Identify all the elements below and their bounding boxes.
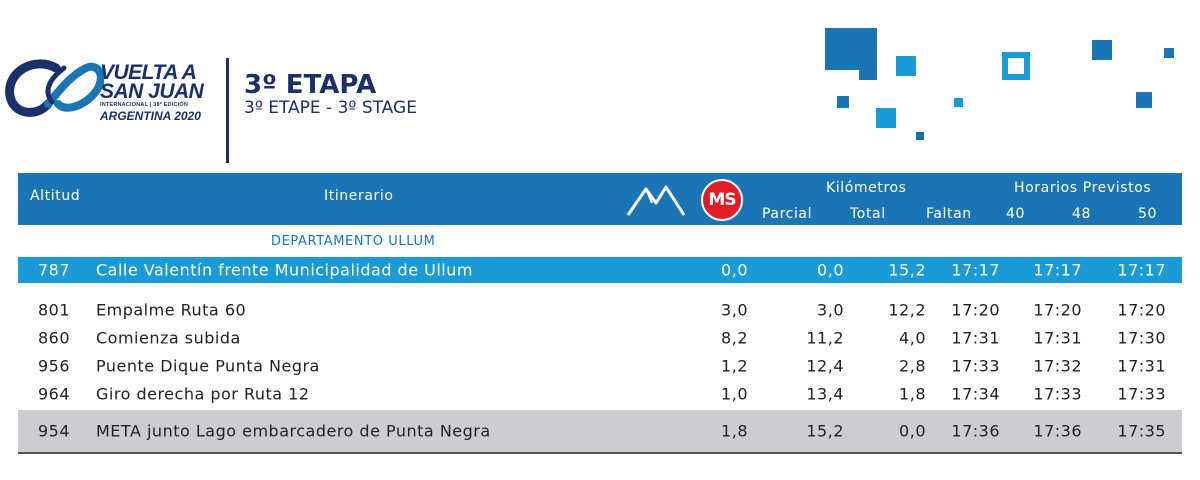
cell-remaining: 15,2 (888, 260, 926, 280)
cell-time-48: 17:36 (1033, 421, 1082, 441)
cell-place: Calle Valentín frente Municipalidad de U… (96, 260, 473, 280)
table-row: 956 Puente Dique Punta Negra 1,2 12,4 2,… (18, 353, 1182, 379)
brand-line-3: INTERNACIONAL | 38º EDICIÓN (100, 102, 188, 108)
table-row-finish: 954 META junto Lago embarcadero de Punta… (18, 410, 1182, 452)
cell-time-40: 17:31 (951, 328, 1000, 348)
table-bottom-rule (18, 452, 1182, 454)
cell-time-50: 17:30 (1117, 328, 1166, 348)
cell-time-40: 17:33 (951, 356, 1000, 376)
cell-time-50: 17:31 (1117, 356, 1166, 376)
cell-altitude: 801 (38, 300, 71, 320)
cell-total: 13,4 (806, 384, 844, 404)
header-speed-40: 40 (1006, 206, 1026, 222)
cell-time-40: 17:20 (951, 300, 1000, 320)
brand-line-1: VUELTA A (100, 61, 197, 84)
vuelta-logo-icon (5, 59, 104, 117)
header-itinerary: Itinerario (324, 188, 394, 204)
header-km: Kilómetros (826, 180, 907, 196)
table-row: 787 Calle Valentín frente Municipalidad … (18, 257, 1182, 283)
table-row: 860 Comienza subida 8,2 11,2 4,0 17:31 1… (18, 325, 1182, 351)
cell-altitude: 964 (38, 384, 71, 404)
cell-partial: 1,2 (721, 356, 748, 376)
mountain-icon (626, 185, 686, 216)
department-label: DEPARTAMENTO ULLUM (271, 234, 436, 249)
cell-time-40: 17:34 (951, 384, 1000, 404)
stage-subtitle: 3º ETAPE - 3º STAGE (244, 98, 417, 118)
cell-altitude: 787 (38, 260, 71, 280)
header-total: Total (850, 206, 886, 222)
cell-remaining: 2,8 (899, 356, 926, 376)
cell-time-48: 17:33 (1033, 384, 1082, 404)
brand-wordmark: VUELTA A SAN JUAN INTERNACIONAL | 38º ED… (100, 61, 204, 123)
cell-time-40: 17:17 (951, 260, 1000, 280)
cell-time-48: 17:17 (1033, 260, 1082, 280)
decorative-squares (825, 28, 1174, 140)
table-row: 964 Giro derecha por Ruta 12 1,0 13,4 1,… (18, 381, 1182, 407)
cell-partial: 3,0 (721, 300, 748, 320)
cell-time-48: 17:32 (1033, 356, 1082, 376)
cell-remaining: 4,0 (899, 328, 926, 348)
cell-time-40: 17:36 (951, 421, 1000, 441)
stage-title: 3º ETAPA (244, 70, 377, 100)
cell-partial: 1,8 (721, 421, 748, 441)
cell-place: Empalme Ruta 60 (96, 300, 247, 320)
header-partial: Parcial (762, 206, 813, 222)
table-header: Altitud Itinerario MS Kilómetros Parcial… (18, 173, 1182, 225)
cell-partial: 8,2 (721, 328, 748, 348)
cell-altitude: 956 (38, 356, 71, 376)
brand-line-4: ARGENTINA 2020 (100, 108, 201, 123)
cell-remaining: 12,2 (888, 300, 926, 320)
header-altitude: Altitud (30, 188, 81, 204)
cell-partial: 1,0 (721, 384, 748, 404)
cell-time-50: 17:33 (1117, 384, 1166, 404)
cell-time-50: 17:17 (1117, 260, 1166, 280)
cell-place: Puente Dique Punta Negra (96, 356, 320, 376)
header-speed-50: 50 (1138, 206, 1158, 222)
header-remaining: Faltan (926, 206, 972, 222)
cell-altitude: 860 (38, 328, 71, 348)
cell-place: Comienza subida (96, 328, 241, 348)
cell-time-48: 17:31 (1033, 328, 1082, 348)
cell-remaining: 1,8 (899, 384, 926, 404)
cell-total: 0,0 (817, 260, 844, 280)
cell-altitude: 954 (38, 421, 71, 441)
ms-badge-icon: MS (701, 179, 743, 221)
brand-line-2: SAN JUAN (100, 80, 204, 103)
cell-total: 11,2 (806, 328, 844, 348)
cell-place: META junto Lago embarcadero de Punta Neg… (96, 421, 491, 441)
cell-place: Giro derecha por Ruta 12 (96, 384, 310, 404)
cell-time-48: 17:20 (1033, 300, 1082, 320)
header-divider (226, 58, 229, 163)
cell-total: 15,2 (806, 421, 844, 441)
header-speed-48: 48 (1072, 206, 1092, 222)
cell-time-50: 17:20 (1117, 300, 1166, 320)
cell-total: 3,0 (817, 300, 844, 320)
cell-remaining: 0,0 (899, 421, 926, 441)
cell-total: 12,4 (806, 356, 844, 376)
cell-partial: 0,0 (721, 260, 748, 280)
table-row: 801 Empalme Ruta 60 3,0 3,0 12,2 17:20 1… (18, 297, 1182, 323)
header-schedule: Horarios Previstos (1014, 180, 1152, 196)
cell-time-50: 17:35 (1117, 421, 1166, 441)
